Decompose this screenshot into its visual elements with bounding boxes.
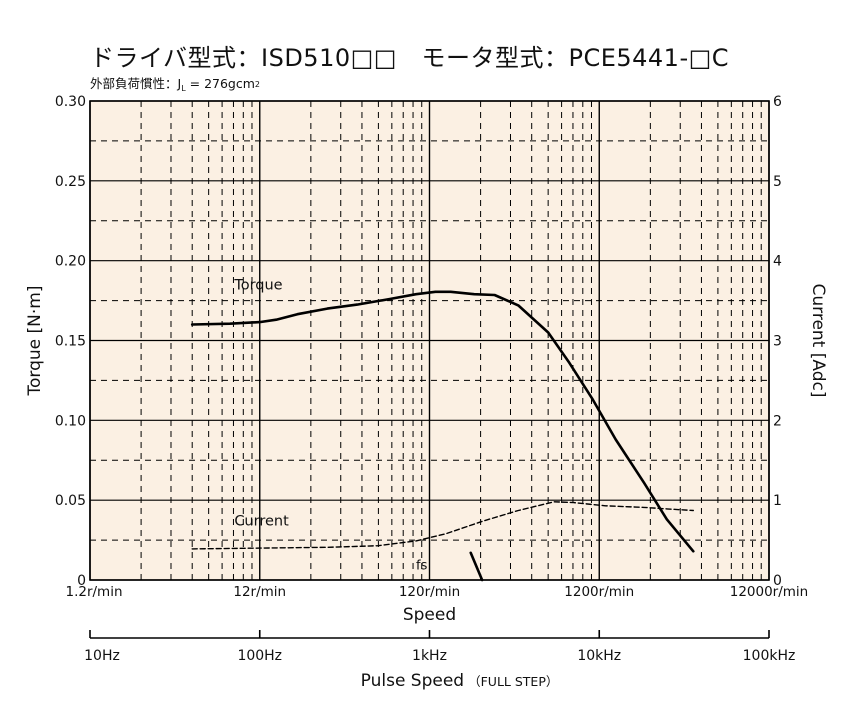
x2-tick-label: 1kHz [412, 648, 447, 664]
y2-tick-label: 3 [773, 334, 782, 350]
x-tick-label: 1.2r/min [65, 584, 122, 600]
x2-tick-label: 10Hz [84, 648, 120, 664]
y2-tick-label: 0 [773, 573, 782, 589]
x-tick-label: 12r/min [233, 584, 286, 600]
x-tick-label: 12000r/min [730, 584, 809, 600]
x2-tick-label: 100Hz [237, 648, 282, 664]
y-tick-label: 0.05 [55, 493, 86, 509]
subtitle-prefix: 外部負荷慣性：J [90, 76, 182, 91]
x2-tick-label: 10kHz [577, 648, 621, 664]
x2-axis-label: Pulse Speed （FULL STEP） [361, 671, 559, 691]
x-tick-label: 120r/min [399, 584, 460, 600]
y-axis-label: Torque [N·m] [25, 286, 45, 397]
y-tick-label: 0.30 [55, 94, 86, 110]
chart-subtitle: 外部負荷慣性：JL = 276gcm2 [90, 73, 260, 93]
x-tick-label: 1200r/min [564, 584, 634, 600]
subtitle-superscript: 2 [254, 80, 261, 89]
chart-title: ドライバ型式：ISD510□□ モータ型式：PCE5441-□C [90, 44, 730, 72]
plot-frame [89, 100, 770, 581]
x2-tick-label: 100kHz [743, 648, 796, 664]
series-line-torque [190, 290, 695, 553]
y2-axis-label: Current [Adc] [808, 284, 828, 398]
y2-tick-label: 5 [773, 174, 782, 190]
y2-tick-label: 6 [773, 94, 782, 110]
y2-tick-label: 2 [773, 413, 782, 429]
y-tick-label: 0.20 [55, 254, 86, 270]
annotation-current: Current [234, 514, 289, 530]
x-axis-label: Speed [403, 605, 456, 625]
y-tick-label: 0.25 [55, 174, 86, 190]
annotation-fs: fs [416, 559, 428, 574]
annotation-torque: Torque [233, 277, 282, 293]
fs-line [469, 551, 484, 582]
y2-tick-label: 4 [773, 254, 782, 270]
series-line-current [191, 501, 694, 550]
subtitle-subscript: L [181, 84, 186, 93]
y-tick-label: 0 [77, 573, 86, 589]
y-tick-label: 0.10 [55, 413, 86, 429]
y2-tick-label: 1 [773, 493, 782, 509]
subtitle-value: = 276gcm [185, 76, 255, 91]
y-tick-label: 0.15 [55, 334, 86, 350]
